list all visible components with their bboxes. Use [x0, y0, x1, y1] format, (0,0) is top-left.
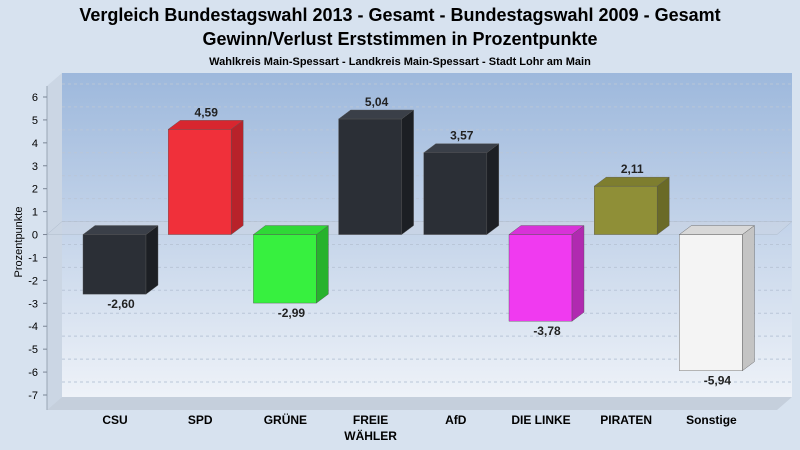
bar-side-1	[230, 119, 244, 235]
plot-left-wall	[47, 73, 62, 410]
y-tick-label: -3	[28, 298, 38, 310]
y-tick-label: -2	[28, 275, 38, 287]
bar-1	[167, 129, 232, 235]
bar-side-5	[571, 225, 585, 322]
bar-side-0	[145, 225, 159, 295]
chart-title-line2: Gewinn/Verlust Erststimmen in Prozentpun…	[202, 29, 597, 49]
bar-6	[594, 185, 658, 235]
y-tick-label: 1	[32, 207, 38, 219]
y-tick-label: 2	[32, 184, 38, 196]
bar-2	[253, 234, 317, 304]
category-label: SPD	[188, 413, 213, 427]
y-tick-label: 4	[32, 138, 38, 150]
y-tick-label: 5	[32, 115, 38, 127]
bar-top-2	[252, 225, 329, 235]
value-label: 5,04	[365, 95, 389, 109]
value-label: -2,99	[278, 306, 306, 320]
bar-top-0	[82, 225, 159, 235]
bar-top-1	[167, 120, 244, 130]
bar-side-3	[401, 109, 414, 235]
plot-floor	[47, 397, 792, 410]
chart-title: Vergleich Bundestagswahl 2013 - Gesamt -…	[79, 5, 720, 25]
bar-top-5	[508, 225, 585, 235]
y-tick-label: -6	[28, 367, 38, 379]
y-axis: 6 5 4 3 2 1 0 -1 -2 -3 -4 -5 -6 -7	[28, 86, 48, 410]
y-tick-label: 3	[32, 161, 38, 173]
bar-top-3	[338, 109, 415, 120]
bar-7	[679, 234, 743, 371]
bar-5	[508, 234, 573, 322]
y-tick-label: -7	[28, 390, 38, 402]
y-tick-label: -5	[28, 344, 38, 356]
value-labels: -2,60 4,59 -2,99 5,04 3,57 -3,78 2,11 -5,94	[107, 95, 731, 388]
category-label: CSU	[102, 413, 127, 427]
bar-side-4	[486, 143, 499, 235]
chart-subtitle: Wahlkreis Main-Spessart - Landkreis Main…	[209, 56, 591, 68]
value-label: -3,78	[533, 324, 561, 338]
bar-0	[82, 234, 147, 295]
y-tick-label: -1	[28, 252, 38, 264]
bar-side-7	[742, 225, 755, 372]
y-tick-label: 0	[32, 230, 38, 242]
value-label: 2,11	[621, 162, 644, 176]
category-label-line2: WÄHLER	[344, 428, 397, 443]
value-label: -2,60	[107, 297, 135, 311]
bar-top-6	[593, 176, 670, 187]
bar-side-6	[657, 176, 670, 235]
bars	[82, 109, 756, 372]
category-label: FREIE	[353, 413, 388, 427]
bar-top-7	[678, 225, 756, 235]
value-label: 3,57	[450, 129, 474, 143]
category-label: GRÜNE	[264, 412, 307, 427]
bar-side-2	[316, 225, 329, 304]
category-label: DIE LINKE	[511, 413, 570, 427]
zero-plane	[46, 221, 793, 235]
category-label: AfD	[445, 413, 467, 427]
plot-back-wall	[62, 73, 792, 397]
value-label: -5,94	[704, 374, 732, 388]
bar-4	[423, 152, 487, 235]
bar-top-4	[423, 143, 500, 153]
y-tick-label: -4	[28, 321, 38, 333]
category-label: Sonstige	[686, 413, 737, 427]
y-tick-label: 6	[32, 92, 38, 104]
category-label: PIRATEN	[600, 413, 652, 427]
value-label: 4,59	[195, 105, 219, 119]
y-axis-label: Prozentpunkte	[13, 207, 25, 278]
bar-3	[338, 118, 402, 235]
